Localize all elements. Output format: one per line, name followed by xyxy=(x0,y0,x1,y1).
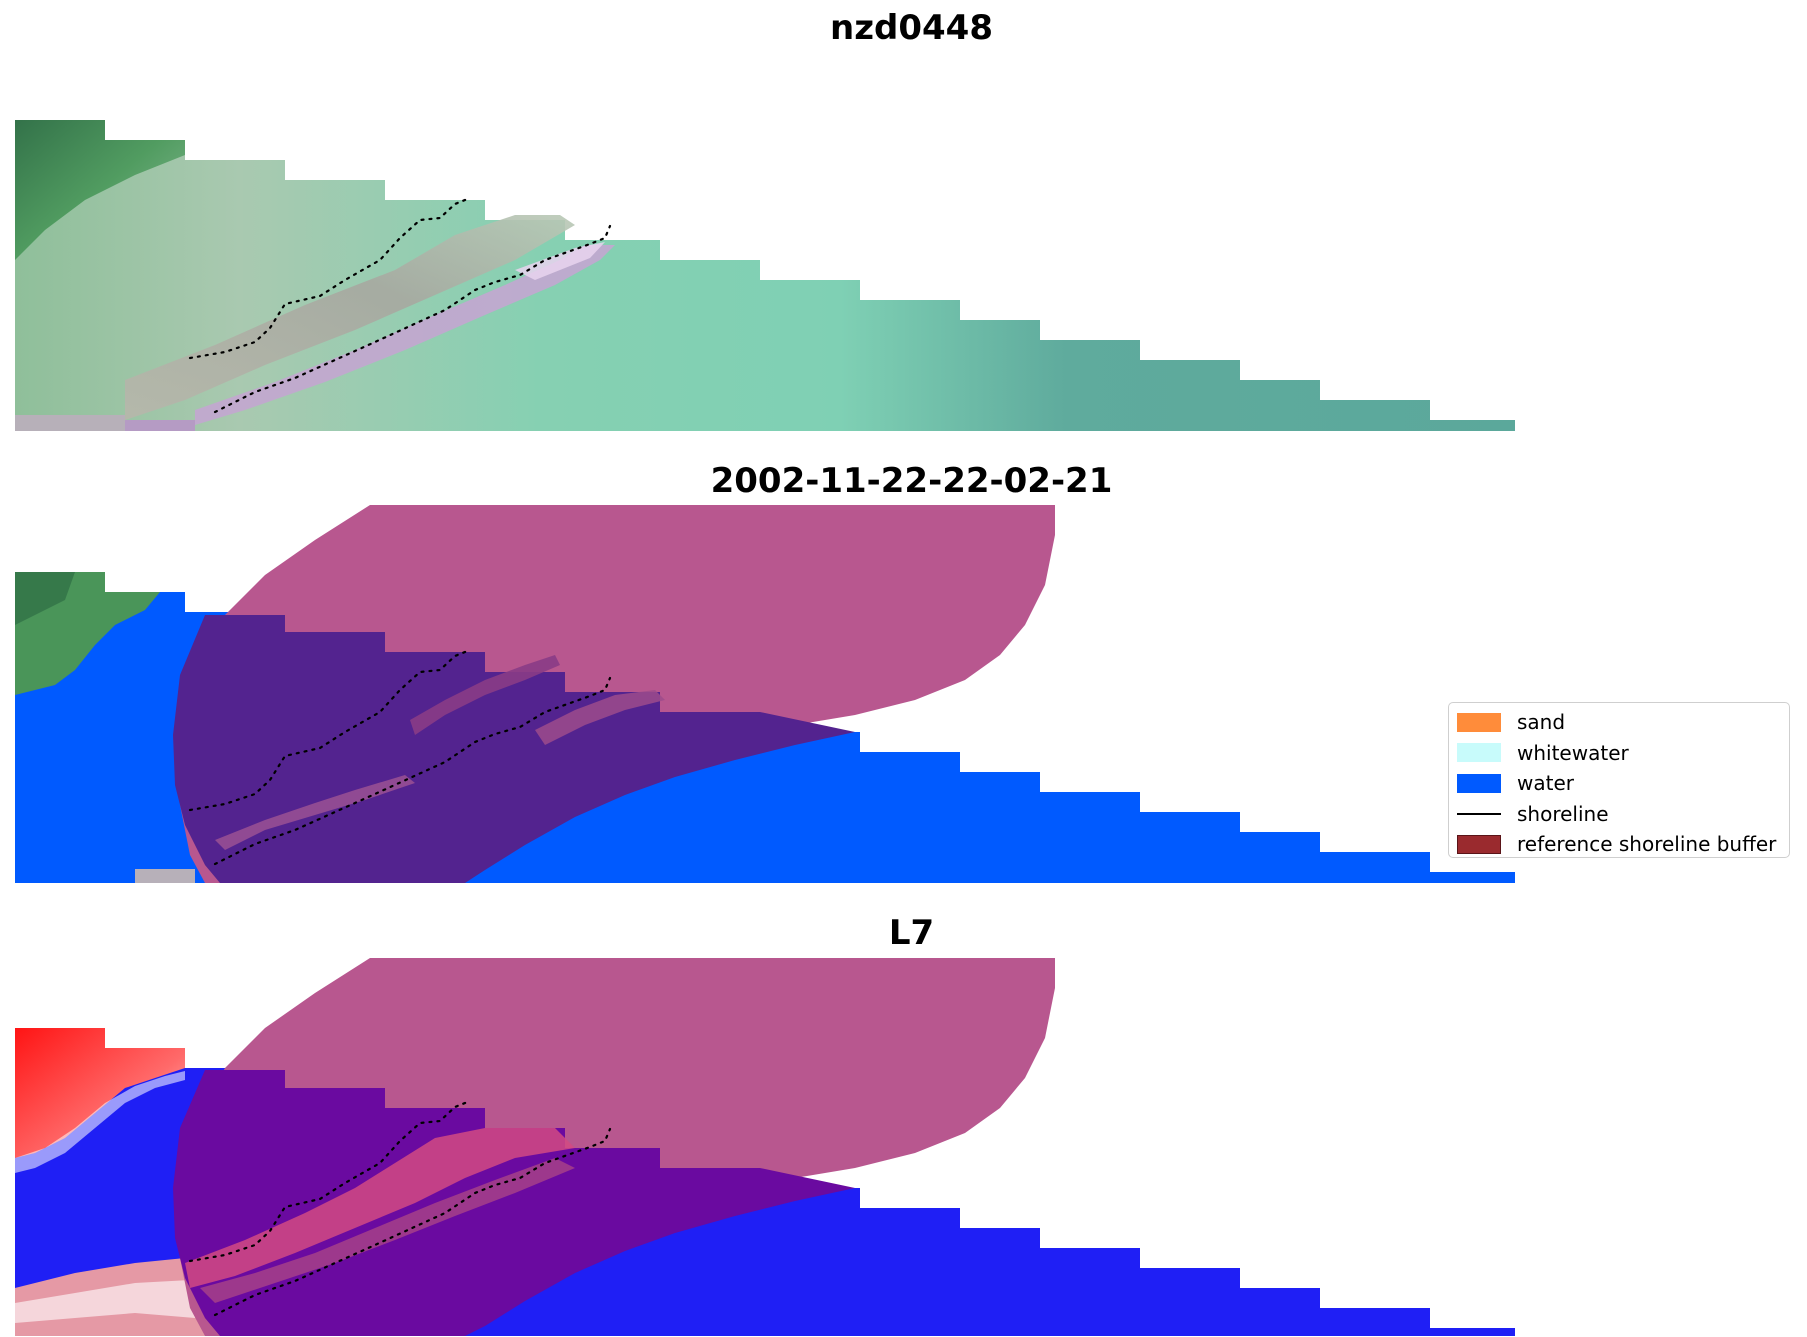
legend-item-shoreline: shoreline xyxy=(1449,799,1789,830)
legend-label: water xyxy=(1517,771,1574,796)
beach-band xyxy=(185,1128,575,1288)
legend-label: shoreline xyxy=(1517,801,1609,826)
shoreline-line-swatch xyxy=(1457,804,1501,823)
whitewater-swatch xyxy=(1457,743,1501,763)
panel-title-rgb: nzd0448 xyxy=(830,8,993,48)
panel-title-satellite: L7 xyxy=(888,913,935,953)
land-index xyxy=(15,1028,185,1158)
image-footprint xyxy=(15,120,1515,431)
classified-image-panel xyxy=(15,505,1515,883)
shoreline-upper xyxy=(188,648,472,812)
index-image-panel xyxy=(15,958,1515,1336)
sand-swatch xyxy=(1457,712,1501,732)
rgb-image xyxy=(15,120,1515,431)
legend-item-sand: sand xyxy=(1449,707,1789,738)
foreshore-streak xyxy=(195,245,615,425)
rgb-image-panel xyxy=(15,120,1515,431)
buffer-over-water xyxy=(173,615,855,883)
legend: sand whitewater water shoreline referenc… xyxy=(1448,702,1790,858)
panel-title-date: 2002-11-22-22-02-21 xyxy=(710,461,1113,501)
legend-item-reference-shoreline-buffer: reference shoreline buffer xyxy=(1449,829,1789,860)
legend-item-water: water xyxy=(1449,768,1789,799)
shoreline-upper xyxy=(188,196,472,360)
classified-image xyxy=(15,505,1515,883)
shoreline-upper xyxy=(188,1099,472,1263)
buffer-swatch xyxy=(1457,834,1501,854)
water-swatch xyxy=(1457,773,1501,793)
legend-label: reference shoreline buffer xyxy=(1517,832,1777,857)
legend-item-whitewater: whitewater xyxy=(1449,738,1789,769)
index-image xyxy=(15,958,1515,1336)
sand-band xyxy=(125,215,575,420)
legend-label: sand xyxy=(1517,710,1566,735)
legend-label: whitewater xyxy=(1517,740,1629,765)
buffer-over-water xyxy=(173,1070,855,1336)
